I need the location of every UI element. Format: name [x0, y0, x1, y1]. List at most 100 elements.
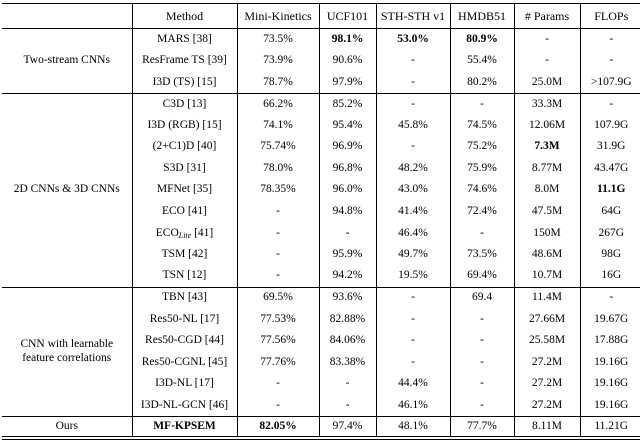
- value-cell: 44.4%: [375, 373, 450, 395]
- method-cell: I3D-NL [17]: [131, 373, 237, 395]
- value-cell: 12.06M: [513, 114, 580, 137]
- value-cell: 78.0%: [236, 157, 319, 180]
- value-cell: 95.9%: [318, 243, 376, 266]
- column-header: [2, 3, 132, 29]
- value-cell: 93.6%: [318, 286, 376, 309]
- value-cell: 17.88G: [579, 330, 640, 352]
- column-header: STH-STH v1: [375, 3, 450, 29]
- value-cell: 97.4%: [318, 415, 376, 438]
- table-row: CNN with learnable feature correlations T…: [2, 286, 640, 417]
- value-cell: 48.2%: [375, 157, 450, 180]
- value-cell: 74.1%: [236, 114, 319, 137]
- column-header: Method: [131, 3, 237, 29]
- value-cell: 33.3M: [513, 92, 580, 115]
- value-cell: -: [375, 92, 450, 115]
- value-cell: 48.1%: [375, 415, 450, 438]
- value-cell: 19.16G: [579, 373, 640, 395]
- group-label: Ours: [2, 415, 132, 438]
- value-cell: -: [236, 200, 319, 223]
- value-cell: 96.0%: [318, 179, 376, 201]
- value-cell: 98G: [579, 243, 640, 266]
- value-cell: 11.21G: [579, 415, 640, 438]
- value-cell: 69.5%: [236, 286, 319, 309]
- table-row: ResFrame TS [39] 73.9% 90.6% -55.4% - -: [2, 50, 640, 72]
- value-cell: -: [318, 222, 376, 244]
- value-cell: 46.4%: [375, 222, 450, 244]
- value-cell: >107.9G: [579, 71, 640, 94]
- value-cell: 49.7%: [375, 243, 450, 266]
- value-cell: 82.05%: [236, 415, 319, 438]
- method-cell: I3D-NL-GCN [46]: [131, 394, 237, 417]
- method-cell: MFNet [35]: [131, 179, 237, 201]
- value-cell: 84.06%: [318, 330, 376, 352]
- value-cell: 77.7%: [449, 415, 514, 438]
- value-cell: -: [579, 28, 640, 51]
- value-cell: 46.1%: [375, 394, 450, 417]
- value-cell: 77.76%: [236, 351, 319, 374]
- value-cell: 150M: [513, 222, 580, 244]
- value-cell: 69.4%: [449, 265, 514, 288]
- value-cell: 8.77M: [513, 157, 580, 180]
- value-cell: 27.2M: [513, 351, 580, 374]
- value-cell: -: [375, 136, 450, 158]
- value-cell: 73.5%: [449, 243, 514, 266]
- value-cell: -: [375, 71, 450, 94]
- value-cell: -: [375, 351, 450, 374]
- method-cell: I3D (TS) [15]: [131, 71, 237, 94]
- column-header: FLOPs: [579, 3, 640, 29]
- value-cell: 75.9%: [449, 157, 514, 180]
- table-row: I3D-NL-GCN [46] - -46.1% -27.2M 19.16G: [2, 394, 640, 417]
- value-cell: -: [375, 330, 450, 352]
- method-cell: ECOLite [41]: [131, 222, 237, 244]
- value-cell: 7.3M: [513, 136, 580, 158]
- results-table: Method Mini-Kinetics UCF101 STH-STH v1 HMDB5…: [2, 3, 640, 440]
- value-cell: 19.67G: [579, 308, 640, 331]
- value-cell: -: [236, 265, 319, 288]
- value-cell: 85.2%: [318, 92, 376, 115]
- table-row: I3D (TS) [15] 78.7% 97.9% -80.2% 25.0M >107.9…: [2, 71, 640, 94]
- value-cell: 94.8%: [318, 200, 376, 223]
- value-cell: 16G: [579, 265, 640, 288]
- value-cell: -: [449, 222, 514, 244]
- value-cell: 19.5%: [375, 265, 450, 288]
- value-cell: -: [449, 351, 514, 374]
- table-row: Res50-CGD [44] 77.56% 84.06% - -25.58M 17.88G: [2, 330, 640, 352]
- value-cell: -: [375, 50, 450, 72]
- value-cell: 11.4M: [513, 286, 580, 309]
- value-cell: -: [375, 286, 450, 309]
- value-cell: 43.0%: [375, 179, 450, 201]
- method-cell: ResFrame TS [39]: [131, 50, 237, 72]
- value-cell: 73.5%: [236, 28, 319, 51]
- value-cell: -: [513, 28, 580, 51]
- value-cell: -: [318, 394, 376, 417]
- value-cell: 83.38%: [318, 351, 376, 374]
- method-cell: ECO [41]: [131, 200, 237, 223]
- table-row: (2+C1)D [40] 75.74% 96.9% -75.2% 7.3M 31.9G: [2, 136, 640, 158]
- method-cell: Res50-CGNL [45]: [131, 351, 237, 374]
- value-cell: 98.1%: [318, 28, 376, 51]
- value-cell: 75.2%: [449, 136, 514, 158]
- value-cell: 25.58M: [513, 330, 580, 352]
- value-cell: -: [449, 330, 514, 352]
- table-body: Two-stream CNNs MARS [38] 73.5% 98.1% 53.0% 8…: [2, 28, 640, 438]
- column-header: HMDB51: [449, 3, 514, 29]
- value-cell: 43.47G: [579, 157, 640, 180]
- table-row: Res50-CGNL [45] 77.76% 83.38% - -27.2M 19.16G: [2, 351, 640, 374]
- table-row: ECO [41] -94.8% 41.4% 72.4% 47.5M 64G: [2, 200, 640, 223]
- table-header: Method Mini-Kinetics UCF101 STH-STH v1 HMDB5…: [2, 3, 640, 29]
- value-cell: -: [449, 92, 514, 115]
- value-cell: 64G: [579, 200, 640, 223]
- table-row: TSM [42] -95.9% 49.7% 73.5% 48.6M 98G: [2, 243, 640, 266]
- value-cell: 267G: [579, 222, 640, 244]
- value-cell: 75.74%: [236, 136, 319, 158]
- method-cell: Res50-CGD [44]: [131, 330, 237, 352]
- value-cell: -: [375, 308, 450, 331]
- value-cell: 96.8%: [318, 157, 376, 180]
- header-row: Method Mini-Kinetics UCF101 STH-STH v1 HMDB5…: [2, 3, 640, 29]
- value-cell: 90.6%: [318, 50, 376, 72]
- value-cell: -: [579, 286, 640, 309]
- value-cell: 97.9%: [318, 71, 376, 94]
- group-label: CNN with learnable feature correlations: [2, 286, 132, 417]
- value-cell: 45.8%: [375, 114, 450, 137]
- table-row: Res50-NL [17] 77.53% 82.88% - -27.66M 19.67G: [2, 308, 640, 331]
